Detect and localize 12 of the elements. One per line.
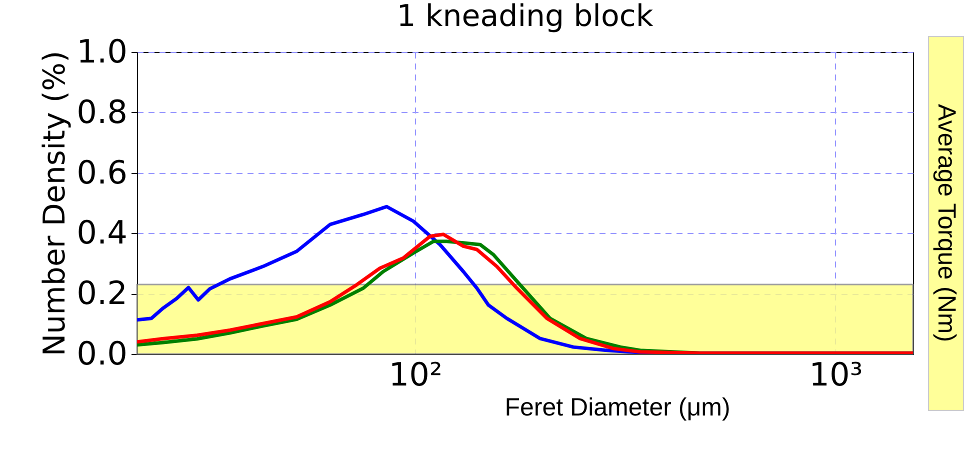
- chart-title: 1 kneading block: [396, 0, 654, 34]
- y-axis-title: Number Density (%): [38, 50, 73, 356]
- y-tick-label: 1.0: [76, 32, 128, 70]
- y-tick-label: 0.2: [76, 274, 128, 312]
- y-tick-label: 0.6: [76, 153, 128, 192]
- y-tick-label: 0.8: [76, 92, 128, 131]
- y-tick-label: 0.0: [76, 334, 128, 372]
- x-tick-label: 10²: [388, 356, 442, 394]
- x-axis-title: Feret Diameter (μm): [504, 394, 730, 422]
- axis-title-box: Average Torque (Nm): [928, 36, 964, 411]
- x-tick-label: 10³: [809, 356, 863, 394]
- y-tick-label: 0.4: [76, 214, 128, 252]
